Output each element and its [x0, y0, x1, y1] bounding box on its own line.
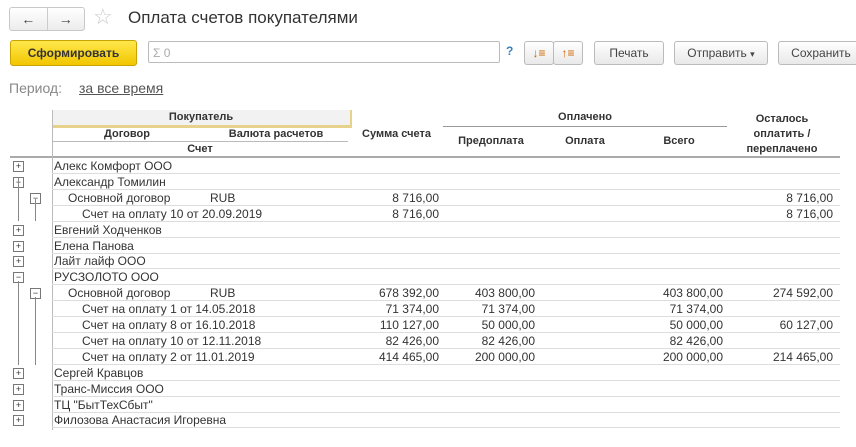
cell-remaining: 8 716,00	[786, 190, 833, 205]
table-row[interactable]: РУСЗОЛОТО ООО	[52, 269, 840, 286]
expand-icon[interactable]: +	[13, 161, 24, 172]
forward-button[interactable]: →	[58, 11, 73, 27]
table-row[interactable]: Счет на оплату 1 от 14.05.2018 71 374,00 7…	[52, 301, 840, 318]
cell-sum: 71 374,00	[385, 302, 439, 317]
cell-name: Елена Панова	[54, 238, 134, 253]
print-button[interactable]: Печать	[594, 41, 664, 65]
cell-name: Сергей Кравцов	[54, 365, 144, 380]
cell-name: Счет на оплату 10 от 12.11.2018	[82, 333, 262, 348]
tree-line	[35, 297, 36, 365]
nav-buttons: ← →	[9, 7, 85, 31]
buyer-header-bg	[52, 110, 352, 128]
table-row[interactable]: Филозова Анастасия Игоревна	[52, 412, 840, 429]
cell-total: 50 000,00	[669, 318, 723, 332]
expand-icon[interactable]: +	[13, 240, 24, 252]
cell-sum: 8 716,00	[392, 206, 439, 221]
cell-name: Лайт лайф ООО	[54, 254, 146, 269]
cell-name: Евгений Ходченков	[54, 222, 162, 237]
cell-total: 82 426,00	[669, 333, 723, 348]
table-row[interactable]: Лайт лайф ООО	[52, 253, 840, 270]
cell-prepay: 200 000,00	[474, 349, 535, 364]
dropdown-arrow-icon: ▾	[750, 49, 755, 59]
table-row[interactable]: Алекс Комфорт ООО	[52, 158, 840, 174]
generate-button[interactable]: Сформировать	[10, 40, 137, 66]
table-row[interactable]: ТЦ "БытТехСбыт"	[52, 397, 840, 413]
expand-icon[interactable]: +	[13, 399, 24, 411]
cell-remaining: 274 592,00	[772, 286, 833, 301]
cell-name: Алекс Комфорт ООО	[54, 159, 173, 173]
cell-name: Счет на оплату 1 от 14.05.2018	[82, 302, 256, 317]
header-total[interactable]: Всего	[663, 135, 695, 147]
cell-name: Счет на оплату 2 от 11.01.2019	[82, 349, 255, 364]
header-buyer[interactable]: Покупатель	[168, 111, 234, 123]
table-row[interactable]: Сергей Кравцов	[52, 365, 840, 381]
cell-sum: 414 465,00	[378, 349, 439, 364]
table-row[interactable]: Елена Панова	[52, 238, 840, 254]
cell-total: 200 000,00	[662, 349, 723, 364]
table-row[interactable]: Счет на оплату 2 от 11.01.2019 414 465,00…	[52, 349, 840, 365]
header-sum[interactable]: Сумма счета	[362, 128, 431, 140]
table-row[interactable]: Основной договор RUB 678 392,00 403 800,00 4…	[52, 285, 840, 302]
cell-remaining: 60 127,00	[779, 318, 833, 332]
cell-name: Счет на оплату 8 от 16.10.2018	[82, 318, 256, 332]
table-row[interactable]: Александр Томилин	[52, 174, 840, 190]
cell-name: Счет на оплату 10 от 20.09.2019	[82, 206, 263, 221]
cell-remaining: 214 465,00	[772, 349, 833, 364]
expand-icon[interactable]: +	[13, 383, 24, 395]
cell-remaining: 8 716,00	[786, 206, 833, 221]
expand-all-icon[interactable]: ↓≡	[524, 41, 554, 65]
cell-sum: 110 127,00	[379, 318, 439, 332]
period-label: Период:	[9, 80, 62, 96]
cell-prepay: 50 000,00	[481, 318, 535, 332]
back-button[interactable]: ←	[10, 8, 48, 30]
tree-line	[18, 281, 19, 365]
header-currency[interactable]: Валюта расчетов	[228, 128, 324, 140]
header-remaining[interactable]: Осталось оплатить / переплачено	[746, 113, 818, 155]
table-row[interactable]: Транс-Миссия ООО	[52, 381, 840, 397]
cell-name: Транс-Миссия ООО	[54, 381, 164, 396]
tree-line	[35, 199, 36, 221]
expand-icon[interactable]: +	[13, 256, 24, 268]
expand-icon[interactable]: +	[13, 367, 24, 379]
cell-sum: 8 716,00	[392, 190, 439, 205]
save-button[interactable]: Сохранить	[778, 41, 856, 65]
cell-prepay: 71 374,00	[481, 302, 535, 317]
table-row[interactable]: Евгений Ходченков	[52, 222, 840, 238]
sum-field[interactable]: Σ 0	[148, 41, 500, 63]
send-label: Отправить	[687, 46, 747, 60]
cell-name: ТЦ "БытТехСбыт"	[54, 397, 153, 412]
cell-name: Филозова Анастасия Игоревна	[54, 413, 227, 428]
cell-name: Основной договор	[68, 286, 171, 301]
table-row[interactable]: Счет на оплату 8 от 16.10.2018 110 127,00…	[52, 317, 840, 333]
cell-name: Александр Томилин	[54, 174, 166, 189]
header-contract[interactable]: Договор	[104, 128, 150, 140]
header-invoice[interactable]: Счет	[187, 143, 213, 155]
expand-icon[interactable]: +	[13, 415, 24, 427]
header-payment[interactable]: Оплата	[565, 135, 605, 147]
cell-total: 71 374,00	[669, 302, 723, 317]
cell-prepay: 403 800,00	[474, 286, 535, 301]
collapse-all-icon[interactable]: ↑≡	[553, 41, 583, 65]
tree-line	[18, 177, 19, 221]
table-row[interactable]: Счет на оплату 10 от 12.11.2018 82 426,00…	[52, 333, 840, 349]
expand-icon[interactable]: +	[13, 224, 24, 236]
page-title: Оплата счетов покупателями	[128, 8, 358, 27]
period-link[interactable]: за все время	[79, 80, 164, 96]
help-icon[interactable]: ?	[506, 44, 514, 58]
cell-currency: RUB	[210, 286, 236, 301]
header-paid: Оплачено	[558, 111, 612, 123]
cell-name: РУСЗОЛОТО ООО	[54, 270, 159, 285]
table-row[interactable]: Основной договор RUB 8 716,00 8 716,00	[52, 190, 840, 206]
send-button[interactable]: Отправить ▾	[674, 41, 768, 65]
cell-total: 403 800,00	[662, 286, 723, 301]
header-prepay[interactable]: Предоплата	[458, 135, 524, 147]
cell-currency: RUB	[210, 190, 236, 205]
cell-sum: 82 426,00	[385, 333, 439, 348]
favorite-star-icon[interactable]: ☆	[93, 4, 113, 29]
table-row[interactable]: Счет на оплату 10 от 20.09.2019 8 716,00 8…	[52, 206, 840, 222]
cell-prepay: 82 426,00	[481, 333, 535, 348]
cell-sum: 678 392,00	[378, 286, 439, 301]
cell-name: Основной договор	[68, 190, 171, 205]
